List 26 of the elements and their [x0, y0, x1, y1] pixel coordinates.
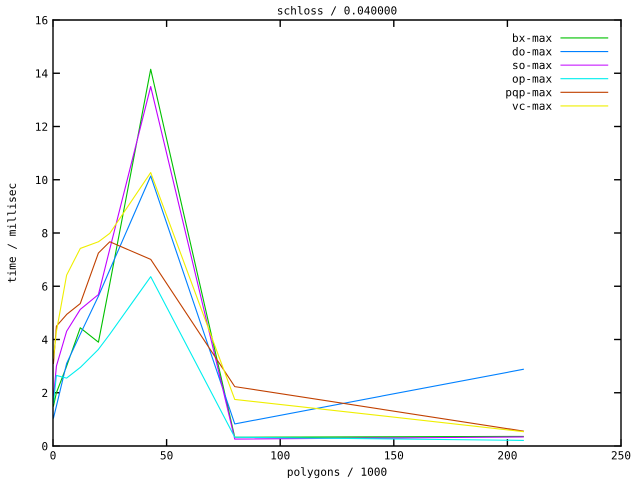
x-tick-label: 200 — [498, 451, 517, 460]
chart-title: schloss / 0.040000 — [278, 6, 396, 16]
y-tick-label: 12 — [36, 122, 48, 131]
line-series — [53, 241, 524, 432]
legend-label: pqp-max — [506, 90, 552, 99]
x-tick-label: 150 — [385, 451, 404, 460]
y-tick-label: 10 — [36, 176, 48, 184]
y-tick-label: 6 — [42, 282, 48, 291]
line-series — [53, 276, 524, 441]
y-axis-title: time / millisec — [7, 184, 17, 282]
x-tick-label: 100 — [272, 451, 290, 460]
y-tick-label: 14 — [36, 69, 48, 78]
x-tick-label: 0 — [50, 451, 56, 460]
y-tick-label: 16 — [36, 16, 48, 24]
y-tick-label: 4 — [42, 336, 48, 344]
y-tick-label: 8 — [42, 229, 48, 238]
y-tick-label: 0 — [42, 442, 48, 450]
legend-label: bx-max — [513, 33, 552, 42]
legend-label: op-max — [512, 76, 552, 85]
legend-label: so-max — [513, 62, 552, 70]
legend-label: vc-max — [512, 104, 552, 110]
legend-label: do-max — [512, 46, 552, 56]
x-tick-label: 50 — [160, 451, 173, 460]
x-tick-label: 250 — [612, 451, 630, 460]
x-axis-title: polygons / 1000 — [288, 467, 386, 478]
y-tick-label: 2 — [42, 388, 48, 397]
